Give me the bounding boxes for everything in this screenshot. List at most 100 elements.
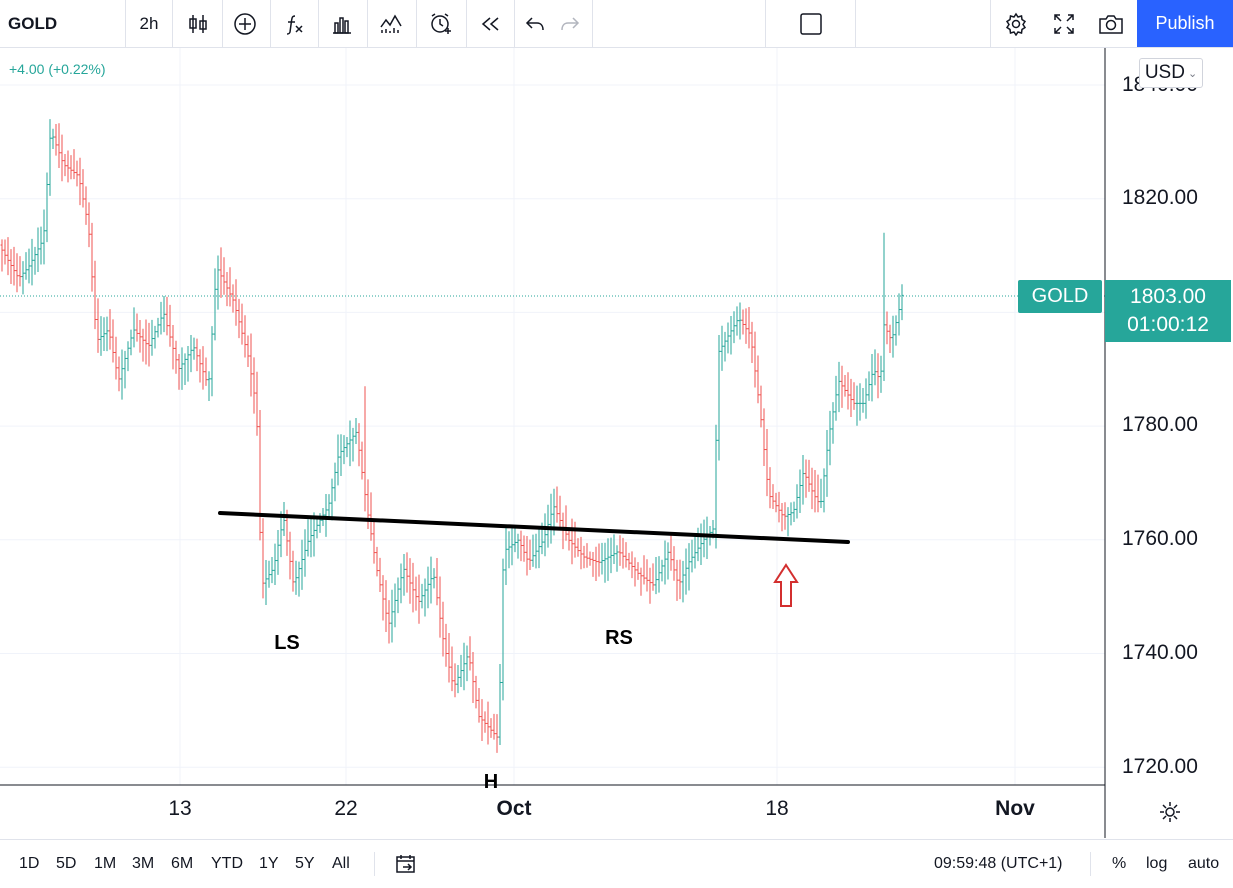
ohlc-bar	[402, 553, 406, 596]
ohlc-bar	[582, 545, 586, 569]
ohlc-bar	[435, 558, 439, 606]
time-tick-label: Oct	[496, 797, 532, 820]
ohlc-bar	[768, 467, 772, 509]
rewind-icon[interactable]	[469, 0, 511, 47]
ohlc-bar	[765, 428, 769, 497]
undo-icon[interactable]	[518, 0, 552, 47]
head-label[interactable]: H	[483, 771, 499, 793]
ohlc-bar	[771, 484, 775, 509]
log-toggle[interactable]: log	[1146, 855, 1168, 872]
ohlc-bar	[108, 309, 112, 350]
ohlc-bar	[702, 519, 706, 558]
range-5d[interactable]: 5D	[56, 855, 77, 872]
ohlc-bar	[804, 459, 808, 498]
ohlc-bar	[255, 371, 259, 436]
range-all[interactable]: All	[332, 855, 350, 872]
go-to-date-icon[interactable]	[395, 840, 417, 888]
last-price-value: 1803.00	[1130, 285, 1206, 308]
ohlc-bar	[825, 429, 829, 497]
ohlc-bar	[264, 560, 268, 605]
range-1m[interactable]: 1M	[94, 855, 117, 872]
alarm-plus-icon[interactable]	[420, 0, 462, 47]
ohlc-bar	[333, 462, 337, 502]
fullscreen-icon[interactable]	[1043, 0, 1085, 47]
indicator-chart-icon[interactable]	[370, 0, 412, 47]
arrow-up-marker[interactable]	[773, 563, 799, 607]
range-1d[interactable]: 1D	[19, 855, 40, 872]
ohlc-bar	[123, 350, 127, 389]
ohlc-bar	[597, 543, 601, 577]
templates-icon[interactable]	[321, 0, 363, 47]
gear-icon[interactable]	[995, 0, 1037, 47]
camera-icon[interactable]	[1090, 0, 1132, 47]
ohlc-bar	[522, 535, 526, 562]
range-ytd[interactable]: YTD	[211, 855, 243, 872]
toolbar-divider	[270, 0, 271, 47]
clock-readout[interactable]: 09:59:48 (UTC+1)	[934, 855, 1063, 872]
ohlc-bar	[189, 334, 193, 373]
ohlc-bar	[510, 527, 514, 566]
percent-toggle[interactable]: %	[1112, 855, 1127, 872]
ohlc-bar	[369, 492, 373, 541]
ohlc-bar	[840, 365, 844, 408]
ohlc-bar	[117, 356, 121, 392]
left-shoulder-label[interactable]: LS	[274, 632, 300, 654]
ohlc-bar	[441, 601, 445, 657]
ohlc-bar	[84, 186, 88, 225]
publish-button[interactable]: Publish	[1137, 0, 1233, 47]
range-5y[interactable]: 5Y	[295, 855, 315, 872]
ohlc-bar	[651, 563, 655, 591]
range-6m[interactable]: 6M	[171, 855, 194, 872]
ohlc-bar	[30, 238, 34, 286]
fx-icon[interactable]	[273, 0, 315, 47]
neckline[interactable]	[218, 511, 850, 544]
ohlc-bar	[717, 334, 721, 461]
ohlc-bar	[450, 646, 454, 692]
ohlc-bar	[228, 267, 232, 307]
ohlc-bar	[39, 226, 43, 265]
ohlc-bar	[525, 536, 529, 576]
ohlc-bar	[591, 552, 595, 577]
ohlc-bar	[492, 713, 496, 740]
ohlc-bar	[603, 542, 607, 583]
chart-grid	[0, 48, 1105, 785]
currency-dropdown[interactable]: USD ⌄	[1139, 58, 1203, 88]
ohlc-bar	[330, 478, 334, 521]
candles-icon[interactable]	[178, 0, 218, 47]
ohlc-bar	[537, 527, 541, 569]
axis-settings-icon[interactable]	[1159, 801, 1181, 828]
ohlc-bar	[45, 172, 49, 243]
ohlc-bar	[300, 539, 304, 590]
range-3m[interactable]: 3M	[132, 855, 155, 872]
ohlc-bar	[36, 227, 40, 273]
ohlc-bar	[162, 295, 166, 333]
ohlc-bar	[897, 293, 901, 336]
ohlc-bar	[495, 714, 499, 753]
ohlc-bar	[438, 576, 442, 638]
ohlc-bar	[357, 423, 361, 467]
ohlc-bar	[351, 427, 355, 462]
ohlc-bar	[873, 349, 877, 386]
ohlc-bar	[654, 556, 658, 595]
ohlc-bar	[786, 507, 790, 537]
auto-toggle[interactable]: auto	[1188, 855, 1220, 872]
ohlc-bar	[144, 319, 148, 365]
range-1y[interactable]: 1Y	[259, 855, 279, 872]
right-shoulder-label[interactable]: RS	[605, 627, 633, 649]
ohlc-bar	[894, 315, 898, 346]
redo-icon[interactable]	[553, 0, 587, 47]
ohlc-bar	[534, 533, 538, 569]
interval-button[interactable]: 2h	[139, 13, 159, 33]
ohlc-bar	[111, 319, 115, 363]
chart-pane[interactable]	[0, 48, 1233, 838]
layout-square-icon[interactable]	[790, 0, 832, 47]
ohlc-bar	[99, 316, 103, 356]
symbol-search-button[interactable]: GOLD	[8, 13, 58, 33]
ohlc-bar	[693, 534, 697, 569]
ohlc-bar	[210, 326, 214, 397]
ohlc-bar	[819, 478, 823, 508]
compare-plus-icon[interactable]	[225, 0, 265, 47]
ohlc-bar	[528, 539, 532, 571]
ohlc-bar	[852, 382, 856, 410]
top-toolbar: GOLD 2h Publis	[0, 0, 1233, 48]
